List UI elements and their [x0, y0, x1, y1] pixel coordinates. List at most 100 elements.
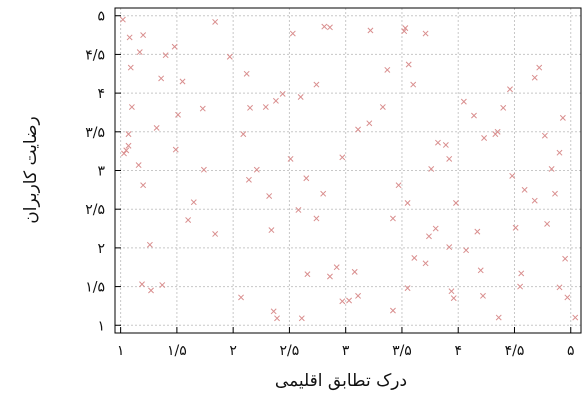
data-point [153, 124, 160, 131]
data-point [326, 24, 333, 31]
x-tick-label: ۳ [342, 343, 350, 359]
data-point [146, 241, 153, 248]
y-tick-label: ۲ [97, 241, 105, 257]
data-point [453, 200, 459, 206]
data-point [494, 128, 501, 135]
y-tick-label: ۲/۵ [85, 202, 105, 218]
data-point [313, 215, 320, 222]
data-point [463, 247, 470, 254]
data-point [148, 287, 154, 294]
data-point [212, 18, 219, 25]
data-point [339, 298, 346, 305]
data-point [355, 292, 362, 299]
data-point [295, 207, 302, 213]
data-point [428, 165, 435, 172]
data-point [190, 199, 197, 206]
x-axis-label: درک تطابق اقلیمی [275, 371, 407, 391]
data-point [379, 104, 386, 111]
data-point [212, 230, 219, 237]
data-point [320, 190, 327, 197]
y-tick-label: ۱ [97, 318, 105, 334]
data-point [559, 114, 566, 121]
data-point [564, 294, 571, 301]
data-point [125, 142, 132, 149]
data-point [446, 244, 453, 251]
data-point [509, 172, 516, 179]
data-point [518, 270, 525, 277]
data-point [162, 52, 169, 59]
data-point [556, 284, 563, 291]
data-point [410, 81, 417, 88]
data-point [477, 267, 484, 274]
data-point [243, 70, 250, 77]
y-axis-label: رضایت کاربران [21, 116, 41, 223]
data-point [136, 49, 143, 56]
data-point [367, 27, 374, 34]
data-point [480, 292, 486, 299]
data-point [500, 104, 507, 111]
data-point [507, 86, 513, 93]
y-tick-label: ۴/۵ [85, 47, 105, 63]
data-point [159, 282, 166, 288]
data-point [432, 225, 439, 232]
data-point [126, 34, 133, 41]
y-tick-label: ۳/۵ [85, 125, 105, 141]
data-point [127, 64, 134, 71]
data-point [119, 16, 126, 23]
grid-lines [115, 8, 582, 333]
data-point [226, 53, 233, 60]
y-tick-label: ۴ [97, 86, 105, 102]
data-point [435, 139, 441, 146]
data-point [238, 294, 244, 301]
data-point [274, 315, 280, 322]
data-point [125, 131, 132, 138]
data-point [135, 162, 142, 169]
data-point [351, 268, 358, 275]
data-point [279, 90, 286, 97]
data-point [552, 190, 558, 197]
data-point [404, 285, 411, 292]
data-point [200, 166, 207, 173]
data-point [266, 193, 273, 199]
data-point [326, 273, 333, 280]
data-point [179, 78, 186, 85]
data-point [313, 81, 320, 88]
x-tick-label: ۲/۵ [280, 343, 300, 359]
x-tick-label: ۱ [117, 343, 125, 359]
data-point [366, 120, 373, 127]
data-point [517, 283, 524, 290]
y-tick-label: ۱/۵ [85, 280, 105, 296]
data-point [531, 197, 538, 204]
data-point [333, 264, 340, 271]
data-point [171, 43, 178, 50]
data-point [402, 25, 409, 32]
data-point [544, 220, 551, 227]
data-point [287, 155, 294, 162]
data-point [175, 111, 181, 118]
data-point [297, 94, 304, 100]
data-point [123, 147, 130, 154]
ticks: ۱ ۱/۵ ۲ ۲/۵ ۳ ۳/۵ ۴ ۴/۵ ۵ ۱ ۱/۵ ۲ ۲/۵ ۳ ۳/۵ ۴ ۴/۵ ۵ [85, 9, 574, 359]
data-point [355, 126, 362, 133]
data-point [531, 74, 538, 81]
data-point [140, 182, 147, 189]
data-point [536, 64, 543, 71]
data-point [481, 135, 488, 141]
data-point [268, 227, 275, 234]
data-point [572, 314, 579, 321]
data-point [247, 104, 253, 111]
data-point [512, 224, 519, 231]
data-point [199, 105, 206, 112]
data-point [556, 149, 563, 156]
data-point [450, 295, 457, 302]
data-point [321, 23, 328, 30]
data-point [272, 97, 279, 104]
data-point [541, 132, 548, 139]
data-point [389, 215, 396, 222]
data-point [495, 314, 502, 321]
data-point [548, 165, 555, 172]
x-tick-label: ۴/۵ [505, 343, 525, 359]
data-point [521, 186, 528, 193]
data-point [426, 233, 432, 240]
